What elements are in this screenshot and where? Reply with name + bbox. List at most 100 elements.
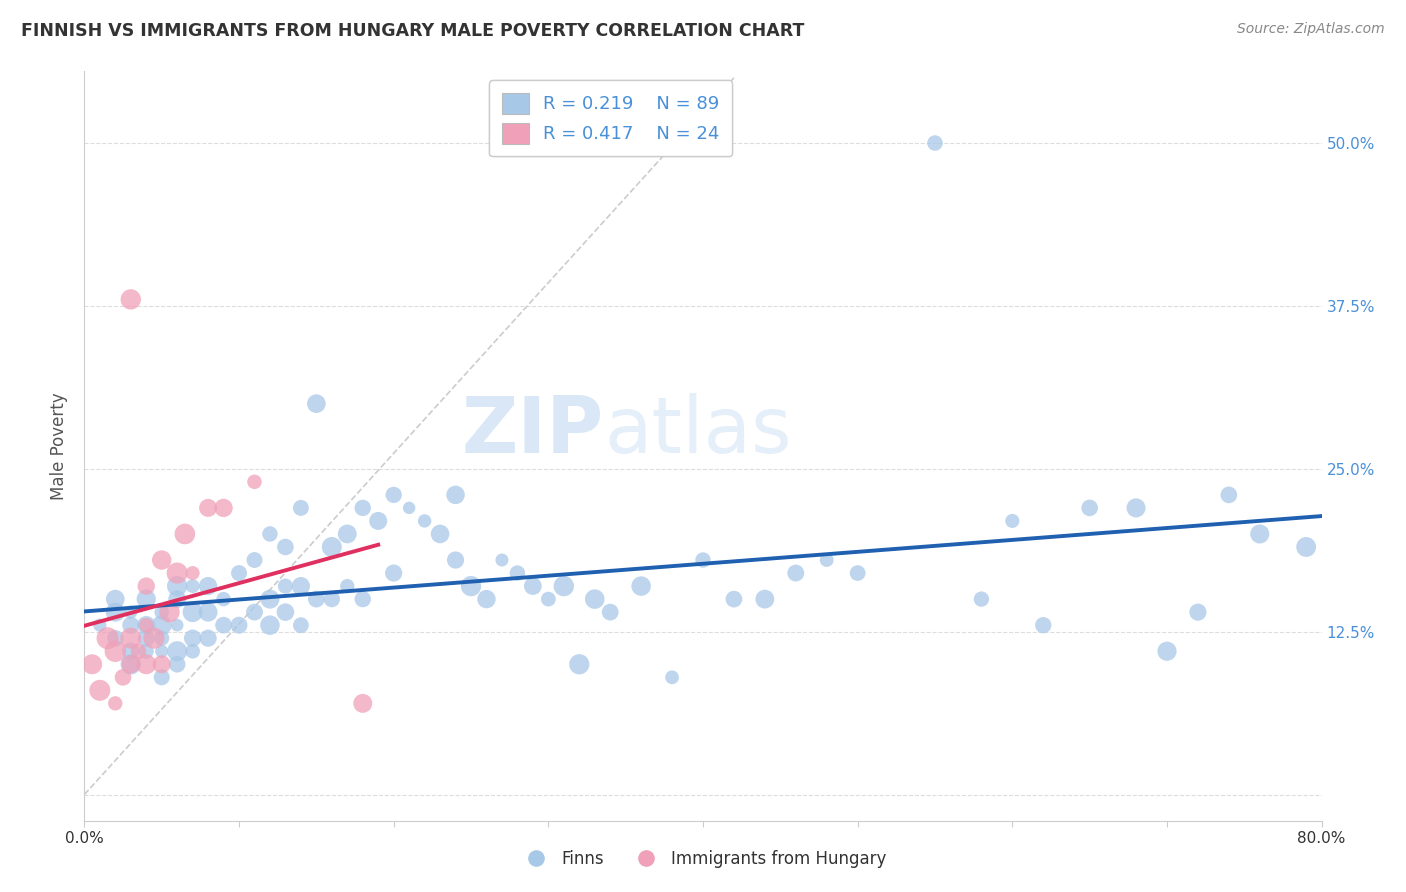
Point xyxy=(150,657,173,672)
Point xyxy=(143,631,166,645)
Point xyxy=(553,579,575,593)
Point xyxy=(181,566,204,580)
Point xyxy=(583,592,606,607)
Point xyxy=(96,631,118,645)
Point xyxy=(181,579,204,593)
Point xyxy=(352,592,374,607)
Legend: Finns, Immigrants from Hungary: Finns, Immigrants from Hungary xyxy=(513,844,893,875)
Point xyxy=(228,566,250,580)
Point xyxy=(89,618,111,632)
Point xyxy=(150,670,173,684)
Point xyxy=(104,697,127,711)
Point xyxy=(243,475,266,489)
Point xyxy=(398,500,420,515)
Point xyxy=(150,605,173,619)
Point xyxy=(1249,527,1271,541)
Point xyxy=(274,579,297,593)
Point xyxy=(166,579,188,593)
Point xyxy=(924,136,946,150)
Point xyxy=(135,631,157,645)
Point xyxy=(321,540,343,554)
Point xyxy=(692,553,714,567)
Point xyxy=(1001,514,1024,528)
Point xyxy=(104,644,127,658)
Point xyxy=(135,657,157,672)
Point xyxy=(522,579,544,593)
Point xyxy=(197,631,219,645)
Y-axis label: Male Poverty: Male Poverty xyxy=(51,392,69,500)
Point xyxy=(274,605,297,619)
Point xyxy=(243,553,266,567)
Point xyxy=(174,527,197,541)
Text: atlas: atlas xyxy=(605,393,792,469)
Point xyxy=(120,631,142,645)
Point xyxy=(259,592,281,607)
Point xyxy=(159,605,180,619)
Point xyxy=(537,592,560,607)
Point xyxy=(352,500,374,515)
Point xyxy=(290,500,312,515)
Point xyxy=(274,540,297,554)
Point xyxy=(166,657,188,672)
Point xyxy=(661,670,683,684)
Point xyxy=(212,500,235,515)
Point xyxy=(846,566,869,580)
Point xyxy=(259,618,281,632)
Point xyxy=(1032,618,1054,632)
Point xyxy=(181,644,204,658)
Point xyxy=(166,566,188,580)
Point xyxy=(290,618,312,632)
Point xyxy=(444,488,467,502)
Point xyxy=(785,566,807,580)
Point xyxy=(166,644,188,658)
Point xyxy=(150,631,173,645)
Point xyxy=(413,514,436,528)
Point xyxy=(568,657,591,672)
Point xyxy=(1156,644,1178,658)
Point xyxy=(352,697,374,711)
Point xyxy=(120,293,142,307)
Point xyxy=(166,592,188,607)
Point xyxy=(336,579,359,593)
Point xyxy=(89,683,111,698)
Point xyxy=(120,618,142,632)
Point xyxy=(475,592,498,607)
Point xyxy=(150,618,173,632)
Point xyxy=(197,500,219,515)
Point xyxy=(197,605,219,619)
Point xyxy=(1125,500,1147,515)
Point xyxy=(120,657,142,672)
Point xyxy=(127,644,149,658)
Point xyxy=(1187,605,1209,619)
Point xyxy=(1078,500,1101,515)
Legend: R = 0.219    N = 89, R = 0.417    N = 24: R = 0.219 N = 89, R = 0.417 N = 24 xyxy=(489,80,733,156)
Point xyxy=(112,670,135,684)
Point xyxy=(120,605,142,619)
Point xyxy=(444,553,467,567)
Point xyxy=(150,644,173,658)
Point xyxy=(259,527,281,541)
Point xyxy=(1295,540,1317,554)
Point xyxy=(382,488,405,502)
Point xyxy=(82,657,104,672)
Point xyxy=(212,592,235,607)
Text: ZIP: ZIP xyxy=(461,393,605,469)
Point xyxy=(228,618,250,632)
Point xyxy=(305,397,328,411)
Point xyxy=(321,592,343,607)
Point xyxy=(104,605,127,619)
Point xyxy=(104,631,127,645)
Point xyxy=(181,605,204,619)
Point xyxy=(135,592,157,607)
Point xyxy=(630,579,652,593)
Point xyxy=(970,592,993,607)
Point xyxy=(197,579,219,593)
Point xyxy=(135,579,157,593)
Point xyxy=(243,605,266,619)
Point xyxy=(754,592,776,607)
Point xyxy=(599,605,621,619)
Point xyxy=(166,618,188,632)
Point xyxy=(491,553,513,567)
Point xyxy=(135,618,157,632)
Point xyxy=(367,514,389,528)
